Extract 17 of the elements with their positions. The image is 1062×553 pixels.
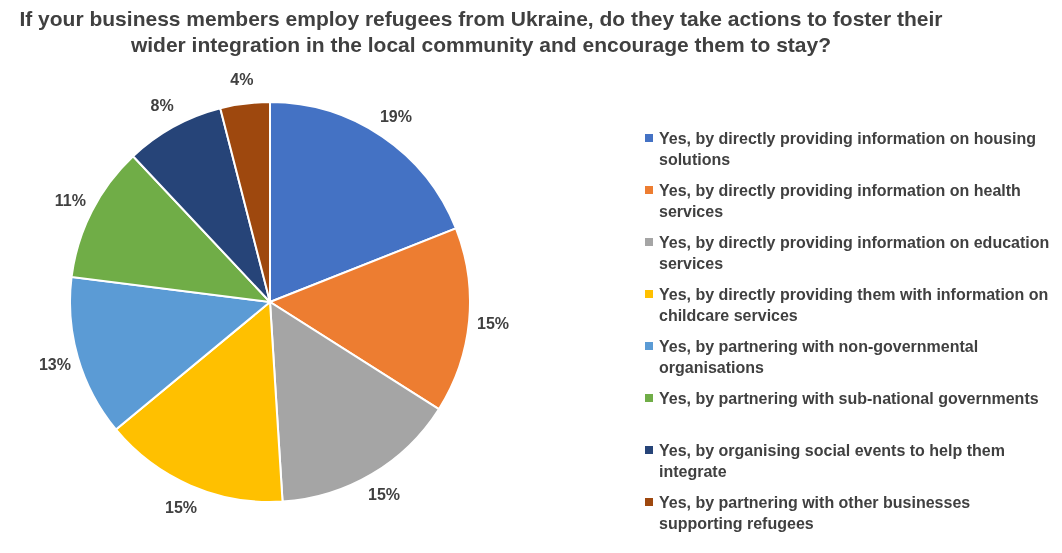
legend-label: Yes, by directly providing information on education services <box>659 233 1051 274</box>
data-label: 8% <box>150 97 174 115</box>
data-label: 13% <box>38 355 71 373</box>
legend-label: Yes, by partnering with non-governmental organisations <box>659 337 980 378</box>
data-label: 19% <box>379 108 412 126</box>
chart-title: If your business members employ refugees from Ukraine, do they take actions to foster their wider integration in the local community and encourage them to stay? <box>18 6 944 58</box>
legend-label: Yes, by partnering with other businesses supporting refugees <box>659 493 972 534</box>
data-label: 15% <box>165 499 198 517</box>
data-label: 11% <box>54 191 86 209</box>
legend-label: Yes, by directly providing information on housing solutions <box>659 129 1037 170</box>
legend-label: Yes, by directly providing them with information on childcare services <box>659 285 1050 326</box>
legend-label: Yes, by directly providing information on health services <box>659 181 1022 222</box>
legend-label: Yes, by partnering with sub-national governments <box>659 389 1039 409</box>
data-label: 4% <box>230 71 254 89</box>
data-label: 15% <box>476 314 510 332</box>
legend-label: Yes, by organising social events to help them integrate <box>659 441 1006 482</box>
data-label: 15% <box>368 486 401 504</box>
